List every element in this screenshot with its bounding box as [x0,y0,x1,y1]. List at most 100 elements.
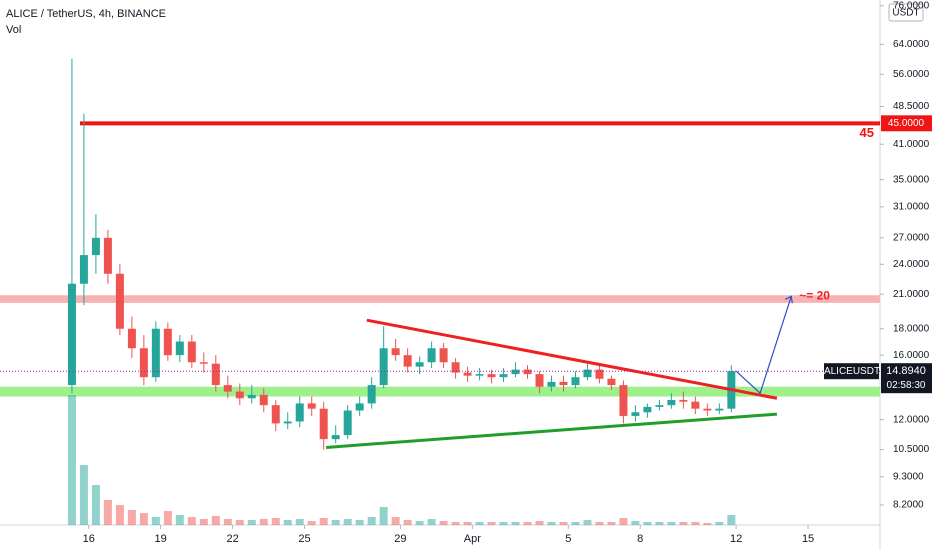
candle-body [667,399,676,406]
candle-body [223,385,232,392]
y-tick-label: 8.2000 [893,500,924,511]
y-tick-label: 9.3000 [893,471,924,482]
candle-body [271,405,280,424]
candle-body [439,348,448,363]
trendline [325,412,778,449]
volume-bar [127,510,136,525]
y-tick-label: 48.5000 [893,101,930,112]
x-tick-label: 15 [802,533,814,545]
x-tick-label: 25 [298,533,310,545]
volume-bar [223,519,232,525]
candle-body [343,410,352,436]
y-tick-label: 35.0000 [893,174,930,185]
candle-body [499,374,508,378]
currency-box[interactable] [888,3,924,22]
x-tick-label: 22 [226,533,238,545]
candle-body [451,362,460,373]
level-text: 45 [860,125,874,140]
volume-bar [91,485,100,525]
candle-body [187,341,196,363]
volume-bar [187,517,196,525]
volume-bar [259,519,268,525]
x-tick-label: 29 [394,533,406,545]
candle-body [427,348,436,363]
candle-body [355,403,364,411]
candle-body [463,372,472,376]
candle-body [319,408,328,440]
price-label: 14.8940 [886,365,926,377]
volume-bar [151,517,160,525]
candle-body [691,401,700,409]
x-tick-label: 16 [83,533,95,545]
candle-body [547,381,556,387]
y-tick-label: 21.0000 [893,289,930,300]
volume-bar [571,522,580,525]
volume-bar [175,515,184,525]
y-tick-label: 41.0000 [893,139,930,150]
volume-bar [79,465,88,525]
volume-bar [655,522,664,525]
candle-body [511,369,520,375]
candle-body [211,363,220,386]
candle-body [67,283,76,386]
volume-bar [199,519,208,525]
y-tick-label: 16.0000 [893,350,930,361]
volume-bar [427,519,436,525]
y-tick-label: 31.0000 [893,202,930,213]
candle-body [571,377,580,386]
candle-body [115,273,124,329]
currency-label: USDT [892,8,919,19]
x-tick-label: 5 [565,533,571,545]
volume-bar [607,522,616,525]
volume-bar [247,520,256,525]
volume-bar [355,520,364,525]
volume-bar [463,522,472,525]
candle-body [295,403,304,422]
y-tick-label: 56.0000 [893,69,930,80]
x-tick-label: Apr [464,533,481,545]
candle-body [643,406,652,413]
volume-bar [307,521,316,525]
candle-body [607,378,616,386]
y-tick-label: 10.5000 [893,444,930,455]
candle-body [103,237,112,274]
price-box [881,363,932,394]
arrow-text: ~= 20 [799,288,830,302]
y-tick-label: 24.0000 [893,259,930,270]
volume-bar [139,513,148,525]
volume-bar [679,522,688,525]
volume-bar [547,522,556,525]
volume-bar [343,519,352,525]
volume-bar [295,519,304,525]
candle-body [679,399,688,402]
level-label: 45.0000 [888,118,925,129]
candle-body [259,394,268,406]
candle-body [715,408,724,411]
candle-body [367,385,376,404]
candle-body [331,435,340,440]
y-tick-label: 27.0000 [893,232,930,243]
candle-body [163,328,172,356]
volume-bar [211,516,220,525]
volume-bar [271,518,280,525]
volume-bar [439,521,448,525]
volume-bar [523,522,532,525]
volume-bar [367,517,376,525]
x-tick-label: 12 [730,533,742,545]
volume-bar [631,521,640,525]
candle-body [199,362,208,364]
volume-bar [511,522,520,525]
candle-body [391,348,400,356]
candle-body [487,374,496,378]
volume-bar [391,517,400,525]
candle-body [175,341,184,356]
candle-body [235,391,244,399]
y-tick-label: 76.0000 [893,0,930,11]
volume-bar [667,522,676,525]
volume-bar [67,395,76,525]
candle-body [247,394,256,399]
y-tick-label: 18.0000 [893,323,930,334]
candle-body [703,408,712,411]
